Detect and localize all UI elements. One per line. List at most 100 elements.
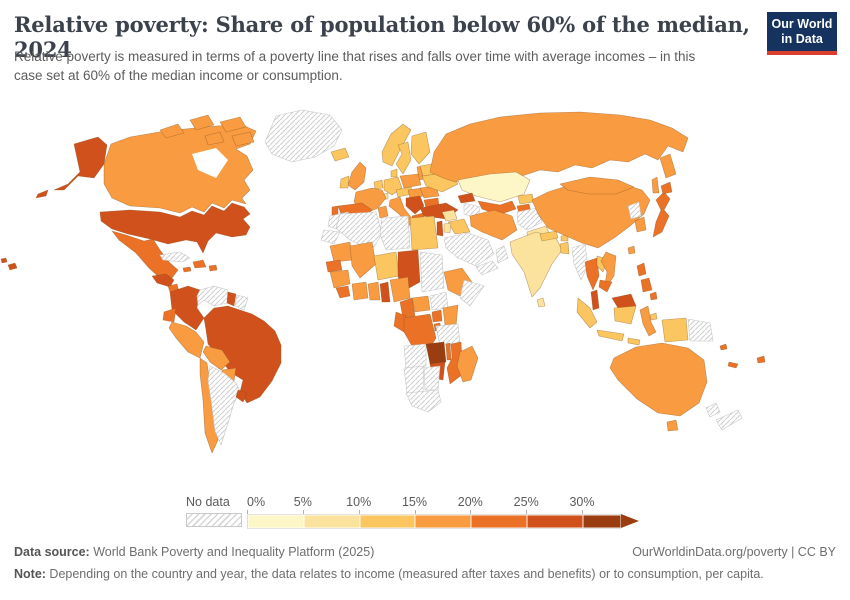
- legend-segment[interactable]: [359, 514, 416, 529]
- region-arctic-islands[interactable]: [189, 114, 215, 131]
- region-myanmar[interactable]: [571, 243, 589, 281]
- region-japan[interactable]: [652, 191, 671, 238]
- region-uzbekistan[interactable]: [477, 200, 517, 216]
- region-jordan[interactable]: [443, 222, 452, 234]
- region-libya[interactable]: [379, 215, 411, 251]
- region-guinea[interactable]: [329, 269, 351, 289]
- region-cuba[interactable]: [159, 251, 191, 263]
- region-venezuela[interactable]: [196, 285, 229, 307]
- legend-no-data[interactable]: No data: [186, 495, 242, 527]
- region-chile[interactable]: [199, 357, 219, 454]
- region-russia[interactable]: [429, 111, 689, 183]
- region-mali[interactable]: [349, 241, 377, 279]
- region-caucasus[interactable]: [457, 192, 476, 204]
- region-oman[interactable]: [495, 245, 509, 264]
- region-kyrgyzstan[interactable]: [517, 193, 535, 205]
- region-malawi[interactable]: [445, 342, 452, 361]
- region-israel[interactable]: [436, 220, 444, 237]
- region-ireland[interactable]: [339, 175, 350, 189]
- region-madagascar[interactable]: [456, 345, 479, 383]
- region-guyana[interactable]: [226, 291, 237, 307]
- region-nigeria[interactable]: [389, 276, 411, 303]
- region-png-east[interactable]: [687, 318, 714, 342]
- region-tunisia[interactable]: [377, 205, 389, 219]
- region-fiji[interactable]: [756, 355, 766, 364]
- region-puerto-rico[interactable]: [208, 264, 218, 272]
- region-ecuador[interactable]: [162, 307, 177, 323]
- region-drc[interactable]: [403, 313, 437, 349]
- region-cambodia[interactable]: [598, 279, 613, 293]
- region-suriname[interactable]: [234, 294, 249, 311]
- region-south-korea[interactable]: [634, 216, 647, 233]
- region-zambia[interactable]: [425, 341, 447, 365]
- region-lesser-sunda[interactable]: [627, 337, 641, 346]
- region-iran[interactable]: [469, 209, 518, 241]
- region-afghanistan[interactable]: [516, 207, 543, 231]
- region-hispaniola[interactable]: [192, 259, 207, 269]
- no-data-swatch[interactable]: [186, 513, 242, 527]
- region-botswana[interactable]: [423, 365, 441, 391]
- region-mongolia[interactable]: [559, 176, 635, 195]
- region-mauritania[interactable]: [329, 241, 354, 263]
- region-sri-lanka[interactable]: [536, 297, 546, 308]
- legend-gradient-bar[interactable]: [247, 514, 639, 529]
- legend-segment[interactable]: [415, 514, 472, 529]
- region-angola[interactable]: [403, 343, 427, 369]
- region-moluccas[interactable]: [649, 312, 658, 321]
- region-south-africa[interactable]: [405, 389, 442, 413]
- region-sweden[interactable]: [395, 141, 412, 175]
- region-mexico[interactable]: [111, 230, 179, 279]
- region-arctic-islands[interactable]: [159, 123, 185, 139]
- region-togo-benin[interactable]: [379, 281, 391, 303]
- region-kazakhstan[interactable]: [457, 171, 531, 203]
- region-sumatra[interactable]: [576, 297, 598, 329]
- legend-segment[interactable]: [582, 514, 621, 529]
- region-alaska[interactable]: [53, 136, 108, 191]
- region-arctic-islands[interactable]: [231, 131, 255, 147]
- region-java[interactable]: [596, 329, 625, 342]
- region-aleutians[interactable]: [35, 189, 49, 199]
- region-guatemala[interactable]: [151, 273, 175, 288]
- region-north-korea[interactable]: [627, 201, 642, 220]
- region-philippines[interactable]: [640, 277, 653, 293]
- region-syria[interactable]: [441, 209, 458, 222]
- region-benelux[interactable]: [373, 179, 384, 190]
- region-uruguay[interactable]: [235, 389, 248, 403]
- region-western-sahara[interactable]: [320, 229, 341, 245]
- region-saudi-arabia[interactable]: [443, 232, 495, 267]
- region-sakhalin[interactable]: [651, 176, 660, 194]
- region-solomon[interactable]: [719, 343, 728, 351]
- region-hawaii[interactable]: [7, 262, 18, 271]
- region-png-west[interactable]: [661, 317, 689, 343]
- region-bolivia[interactable]: [202, 345, 231, 371]
- legend-segment[interactable]: [247, 514, 304, 529]
- region-egypt[interactable]: [409, 215, 439, 251]
- world-map[interactable]: [0, 100, 850, 485]
- region-ghana[interactable]: [367, 281, 381, 301]
- region-new-zealand[interactable]: [715, 409, 743, 431]
- region-niger[interactable]: [373, 251, 400, 281]
- region-denmark[interactable]: [390, 168, 398, 178]
- region-arctic-islands[interactable]: [204, 131, 225, 146]
- region-sulawesi[interactable]: [639, 305, 657, 337]
- region-hawaii[interactable]: [0, 257, 8, 264]
- legend-segment[interactable]: [526, 514, 583, 529]
- region-thailand[interactable]: [584, 257, 600, 291]
- region-central-african-republic[interactable]: [411, 295, 431, 313]
- owid-logo[interactable]: Our World in Data: [767, 12, 837, 55]
- legend-segment[interactable]: [303, 514, 360, 529]
- region-philippines[interactable]: [636, 262, 647, 277]
- region-taiwan[interactable]: [627, 245, 636, 255]
- region-sierra-leone[interactable]: [335, 285, 351, 299]
- region-uganda[interactable]: [431, 309, 443, 323]
- region-new-caledonia[interactable]: [727, 361, 739, 369]
- region-poland[interactable]: [399, 173, 422, 189]
- region-norway[interactable]: [381, 123, 412, 167]
- region-tasmania[interactable]: [666, 419, 679, 432]
- region-kenya[interactable]: [442, 304, 459, 327]
- region-bangladesh[interactable]: [559, 241, 570, 255]
- region-arctic-islands[interactable]: [219, 116, 247, 133]
- region-jamaica[interactable]: [182, 266, 192, 273]
- region-nepal[interactable]: [539, 230, 559, 242]
- region-new-zealand[interactable]: [705, 402, 721, 418]
